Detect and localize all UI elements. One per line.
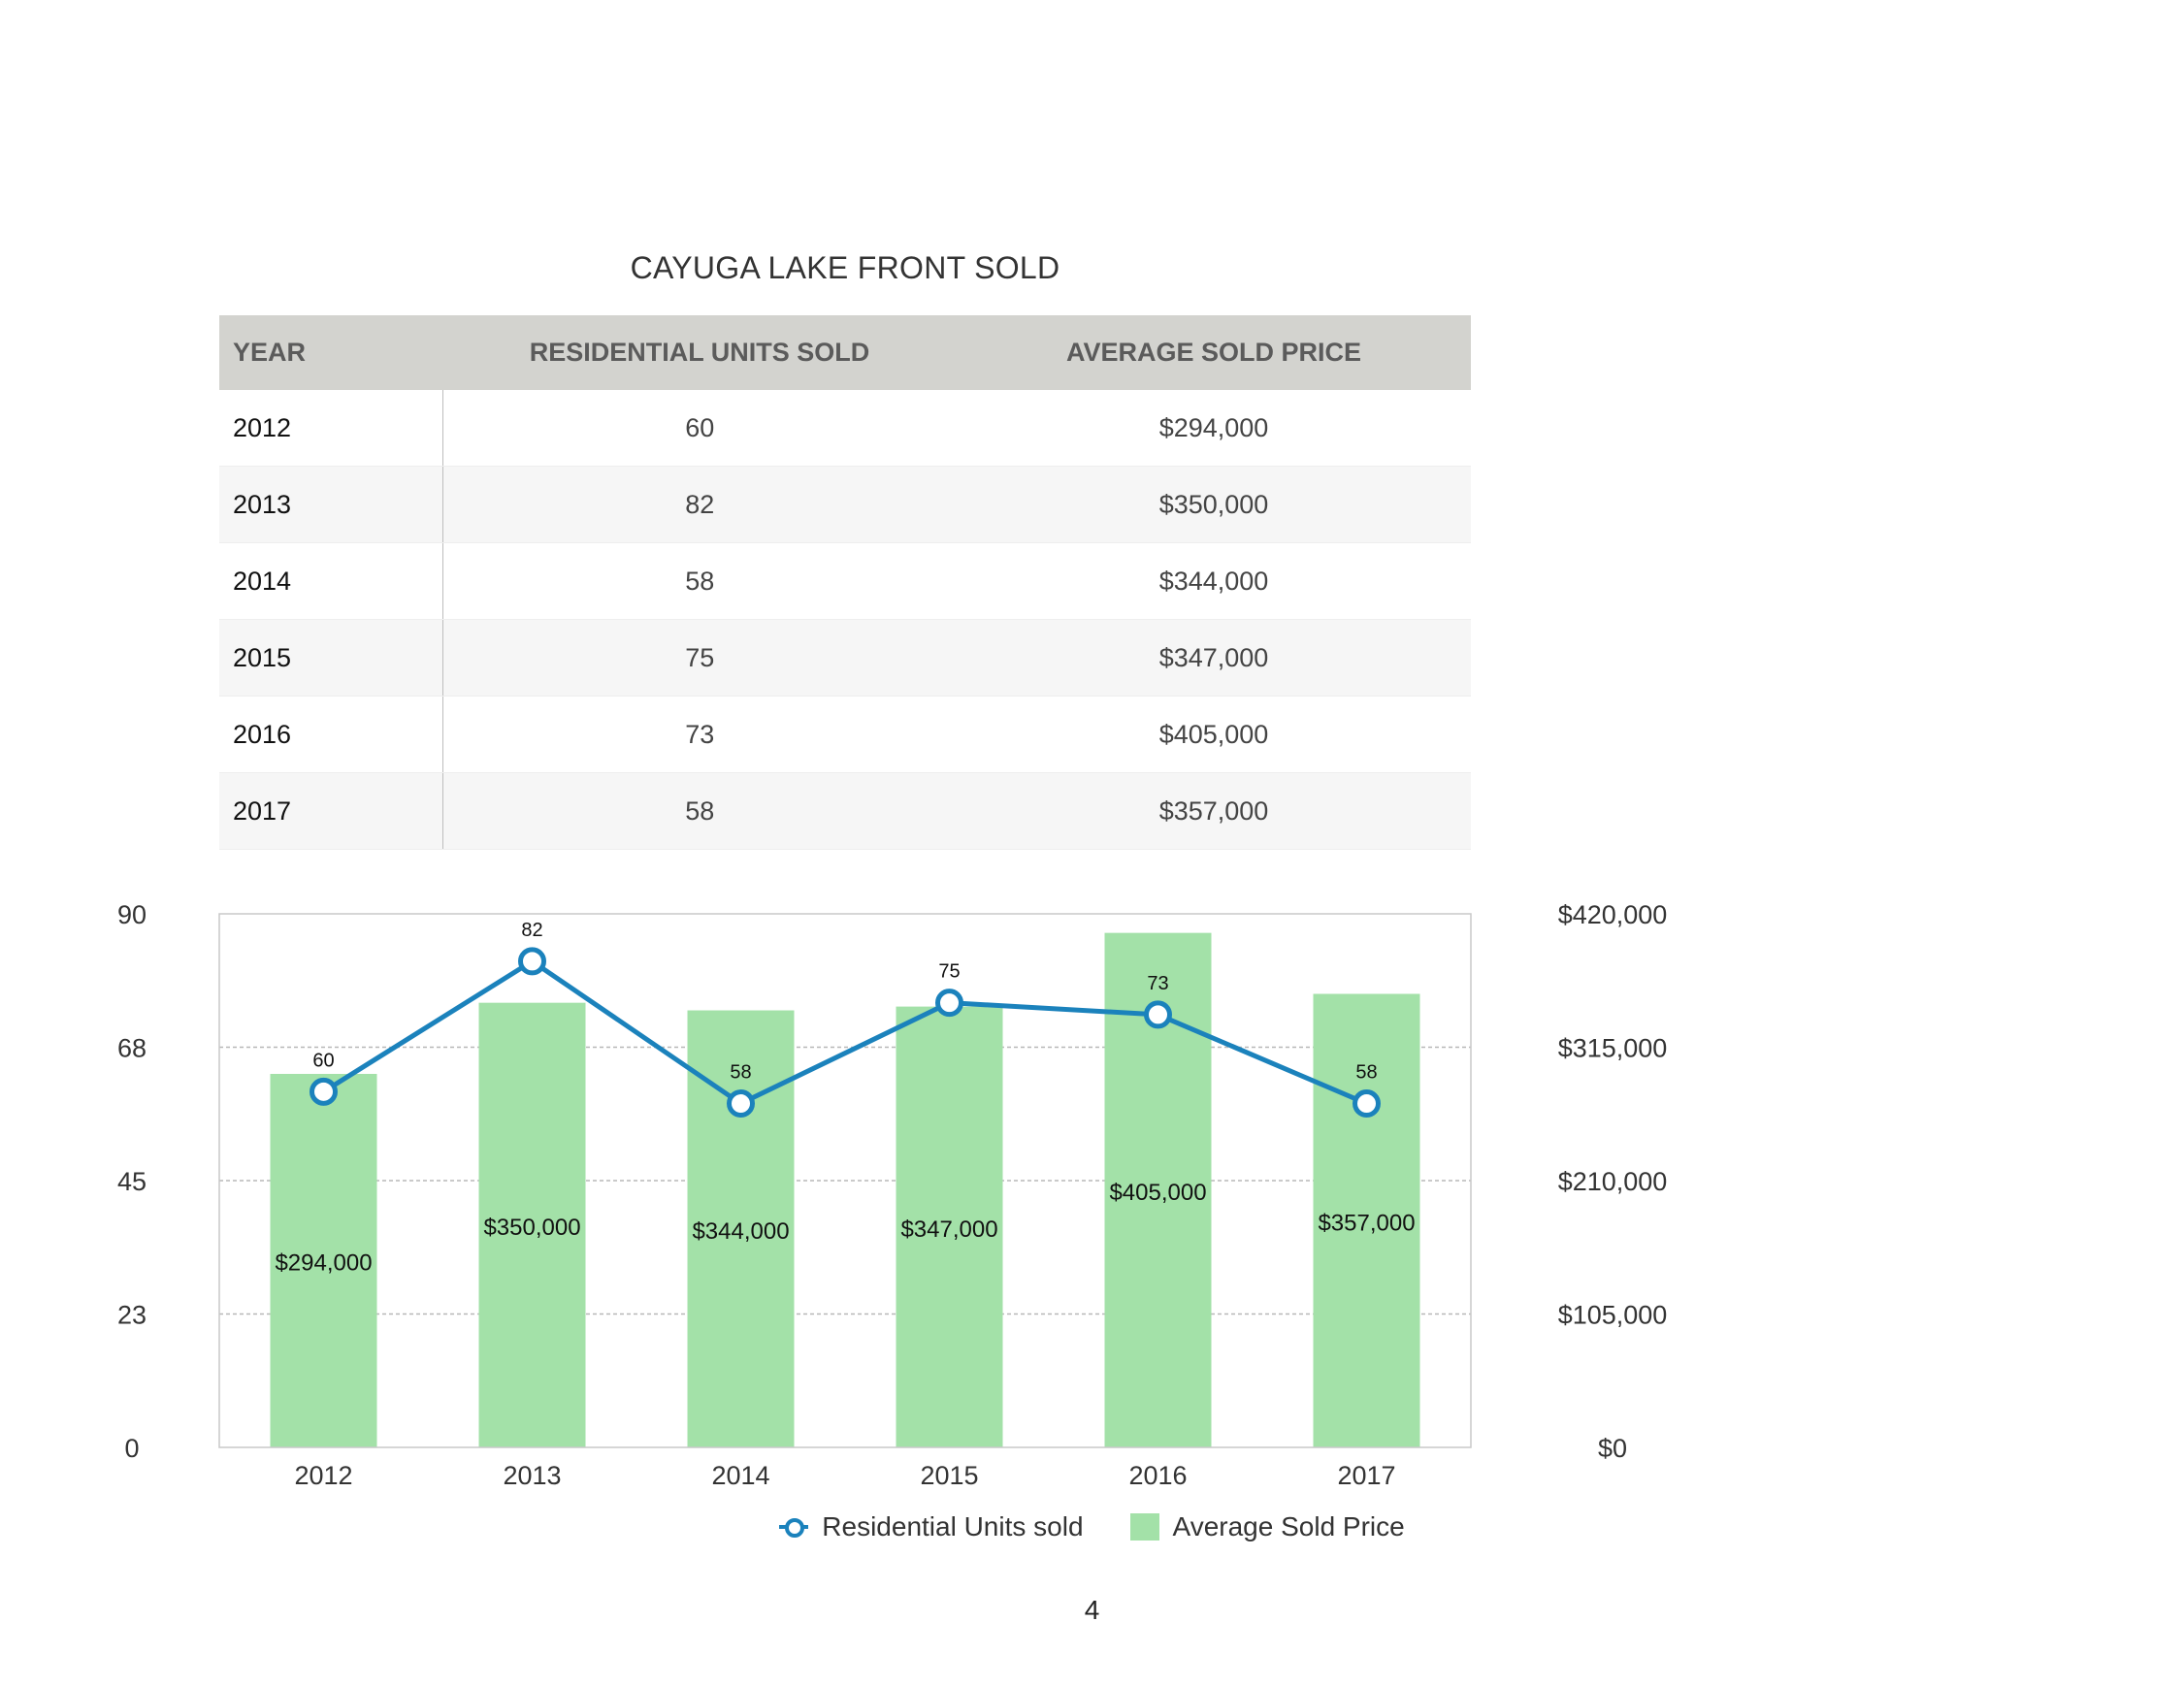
table-row: 2012 60 $294,000 [219, 390, 1471, 467]
bar-data-label: $350,000 [483, 1215, 580, 1241]
table-row: 2014 58 $344,000 [219, 542, 1471, 620]
bar [896, 1006, 1003, 1447]
point-data-label: 82 [521, 920, 542, 941]
chart-legend: Residential Units sold Average Sold Pric… [0, 1511, 2184, 1542]
line-point [518, 947, 546, 976]
bar [270, 1074, 377, 1447]
x-tick-label: 2017 [1337, 1461, 1395, 1490]
cell-units: 82 [442, 466, 957, 543]
y-right-tick-label: $315,000 [1558, 1034, 1668, 1063]
cell-year: 2015 [219, 619, 443, 697]
point-data-label: 58 [730, 1062, 751, 1084]
cell-year: 2012 [219, 390, 443, 467]
y-right-tick-label: $210,000 [1558, 1167, 1668, 1196]
cell-units: 75 [442, 619, 957, 697]
cell-units: 58 [442, 542, 957, 620]
line-point [1353, 1089, 1381, 1119]
line-point [935, 989, 963, 1018]
point-data-label: 75 [938, 961, 960, 983]
y-right-tick-label: $0 [1598, 1434, 1627, 1463]
bar-data-label: $347,000 [900, 1217, 997, 1243]
bar-data-label: $294,000 [275, 1250, 372, 1277]
cell-price: $405,000 [957, 696, 1471, 773]
cell-price: $294,000 [957, 390, 1471, 467]
line-point [727, 1089, 755, 1119]
bar-data-label: $344,000 [692, 1218, 789, 1245]
table-row: 2017 58 $357,000 [219, 772, 1471, 850]
bar [687, 1010, 795, 1447]
cell-year: 2014 [219, 542, 443, 620]
table-row: 2016 73 $405,000 [219, 696, 1471, 773]
y-left-tick-label: 23 [117, 1301, 147, 1330]
column-header-year: YEAR [219, 315, 442, 390]
bar [478, 1002, 586, 1447]
line-point [1144, 1000, 1172, 1029]
point-data-label: 58 [1355, 1062, 1377, 1084]
sales-table: YEAR RESIDENTIAL UNITS SOLD AVERAGE SOLD… [219, 315, 1471, 850]
page-number: 4 [1084, 1595, 1100, 1625]
page-title: CAYUGA LAKE FRONT SOLD [630, 250, 1060, 285]
point-data-label: 60 [312, 1050, 334, 1071]
legend-item-units: Residential Units sold [779, 1511, 1084, 1542]
table-row: 2013 82 $350,000 [219, 466, 1471, 543]
series-line [322, 958, 1368, 1107]
x-tick-label: 2016 [1128, 1461, 1187, 1490]
y-left-tick-label: 0 [124, 1434, 139, 1463]
cell-units: 58 [442, 772, 957, 850]
y-right-tick-label: $420,000 [1558, 900, 1668, 929]
legend-label-units: Residential Units sold [822, 1511, 1084, 1541]
table-row: 2015 75 $347,000 [219, 619, 1471, 697]
cell-price: $350,000 [957, 466, 1471, 543]
legend-item-price: Average Sold Price [1129, 1511, 1405, 1542]
y-left-tick-label: 90 [117, 900, 147, 929]
column-header-units: RESIDENTIAL UNITS SOLD [442, 315, 957, 390]
x-tick-label: 2015 [920, 1461, 978, 1490]
cell-price: $357,000 [957, 772, 1471, 850]
line-marker-icon [779, 1516, 809, 1538]
point-data-label: 73 [1147, 973, 1168, 994]
legend-label-price: Average Sold Price [1172, 1511, 1405, 1541]
cell-year: 2016 [219, 696, 443, 773]
bar-swatch-icon [1129, 1513, 1159, 1541]
cell-year: 2017 [219, 772, 443, 850]
y-left-tick-label: 68 [117, 1034, 147, 1063]
cell-price: $347,000 [957, 619, 1471, 697]
cell-year: 2013 [219, 466, 443, 543]
y-left-tick-label: 45 [117, 1167, 147, 1196]
x-tick-label: 2014 [711, 1461, 769, 1490]
cell-units: 73 [442, 696, 957, 773]
bar [1313, 993, 1420, 1447]
table-header: YEAR RESIDENTIAL UNITS SOLD AVERAGE SOLD… [219, 315, 1471, 390]
column-header-price: AVERAGE SOLD PRICE [957, 315, 1471, 390]
x-tick-label: 2013 [503, 1461, 561, 1490]
cell-price: $344,000 [957, 542, 1471, 620]
cell-units: 60 [442, 390, 957, 467]
bar-data-label: $405,000 [1109, 1180, 1206, 1206]
combo-chart: 0 $0 23 $105,000 45 $210,000 68 $315,000 90 $420,… [117, 900, 1668, 1490]
line-point [310, 1077, 338, 1106]
x-tick-label: 2012 [294, 1461, 352, 1490]
bar-data-label: $357,000 [1318, 1210, 1415, 1236]
plot-frame [218, 913, 1472, 1448]
y-right-tick-label: $105,000 [1558, 1301, 1668, 1330]
